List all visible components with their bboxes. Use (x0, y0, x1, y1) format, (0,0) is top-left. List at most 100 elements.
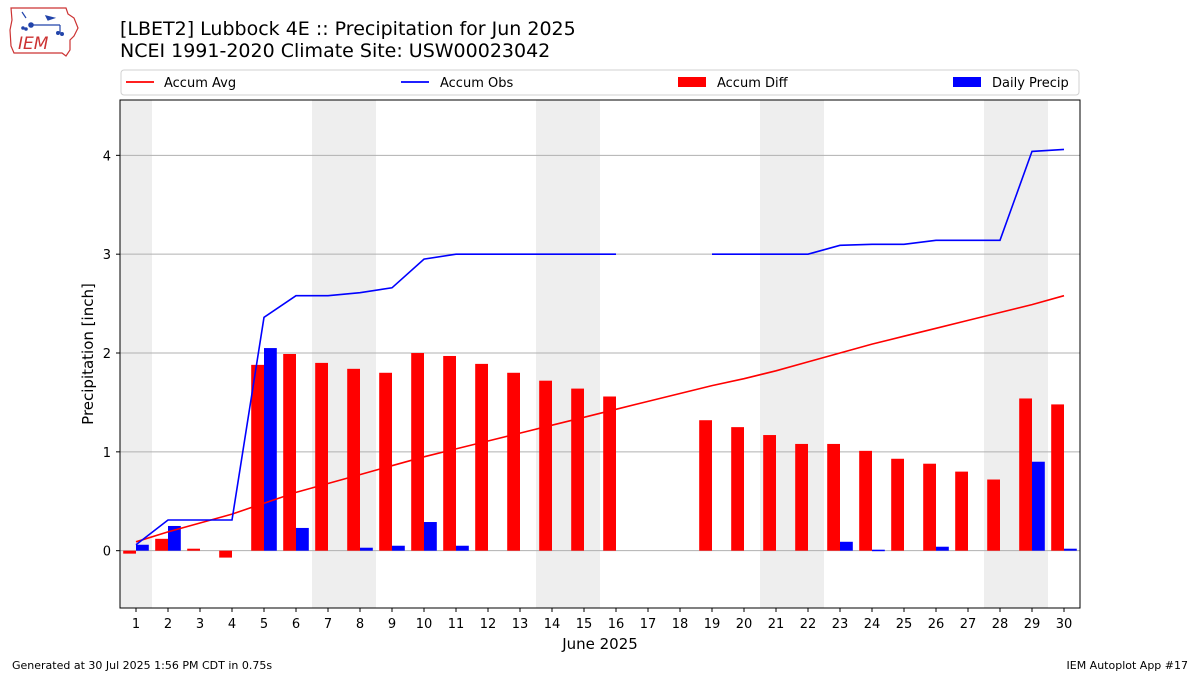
x-tick-label-12: 12 (480, 617, 497, 632)
accum-obs-line-1 (135, 253, 616, 546)
accum-diff-bar-2 (155, 538, 168, 551)
legend-swatch-accum-diff (678, 77, 706, 87)
daily-precip-bar-26 (936, 546, 949, 551)
x-tick-label-28: 28 (992, 617, 1009, 632)
y-axis-label: Precipitation [inch] (79, 283, 97, 425)
y-tick-label-3: 3 (103, 248, 111, 263)
x-tick-label-2: 2 (164, 617, 172, 632)
accum-diff-bar-25 (891, 458, 904, 551)
x-tick-label-27: 27 (960, 617, 977, 632)
accum-avg-line-1 (135, 294, 1065, 543)
weekend-bands (120, 100, 1048, 608)
chart-title: [LBET2] Lubbock 4E :: Precipitation for … (120, 18, 576, 40)
daily-precip-bar-5 (264, 348, 277, 551)
accum-diff-bar-15 (571, 388, 584, 551)
accum-diff-bar-22 (795, 443, 808, 551)
accum-diff-bar-11 (443, 355, 456, 551)
x-tick-label-3: 3 (196, 617, 204, 632)
y-tick-label-1: 1 (103, 446, 111, 461)
legend-label-accum-obs: Accum Obs (440, 76, 513, 91)
x-tick-label-22: 22 (800, 617, 817, 632)
accum-diff-bar-14 (539, 380, 552, 551)
x-tick-label-23: 23 (832, 617, 849, 632)
x-tick-label-26: 26 (928, 617, 945, 632)
y-tick-label-2: 2 (103, 347, 111, 362)
accum-diff-bar-4 (219, 550, 232, 558)
x-tick-label-4: 4 (228, 617, 236, 632)
y-axis: 0 1 2 3 4 (103, 149, 120, 560)
x-tick-label-14: 14 (544, 617, 561, 632)
x-tick-label-7: 7 (324, 617, 332, 632)
daily-precip-bar-11 (456, 545, 469, 551)
x-axis: 1 2 3 4 5 6 7 8 9 10 11 12 13 14 15 16 17 18 19 20 21 22 23 24 2… (132, 608, 1072, 632)
accum-diff-bar-1 (123, 550, 136, 554)
daily-precip-bar-6 (296, 527, 309, 551)
accum-diff-bar-21 (763, 435, 776, 551)
daily-precip-bar-10 (424, 522, 437, 551)
svg-text:IEM: IEM (18, 34, 49, 54)
x-tick-label-13: 13 (512, 617, 529, 632)
accum-diff-bar-13 (507, 372, 520, 551)
legend-label-accum-diff: Accum Diff (717, 76, 789, 91)
plot-frame (119, 99, 1081, 609)
accum-diff-bar-10 (411, 353, 424, 551)
daily-precip-bar-9 (392, 545, 405, 551)
x-tick-label-24: 24 (864, 617, 881, 632)
x-tick-label-15: 15 (576, 617, 593, 632)
legend-box (120, 69, 1080, 96)
x-tick-label-20: 20 (736, 617, 753, 632)
daily-precip-bar-23 (840, 541, 853, 551)
legend-label-daily-precip: Daily Precip (992, 76, 1069, 91)
x-tick-label-10: 10 (416, 617, 433, 632)
accum-diff-bar-30 (1051, 404, 1064, 551)
x-tick-label-17: 17 (640, 617, 657, 632)
daily-precip-bar-30 (1064, 548, 1077, 551)
x-tick-label-8: 8 (356, 617, 364, 632)
x-tick-label-1: 1 (132, 617, 140, 632)
accum-diff-bar-6 (283, 354, 296, 551)
daily-precip-bar-29 (1032, 461, 1045, 551)
accum-diff-bar-27 (955, 471, 968, 551)
accum-diff-bar-12 (475, 363, 488, 551)
accum-diff-bar-20 (731, 427, 744, 551)
accum-diff-bar-24 (859, 450, 872, 551)
x-axis-label: June 2025 (561, 635, 638, 653)
x-tick-label-25: 25 (896, 617, 913, 632)
daily-precip-bar-24 (872, 549, 885, 552)
x-tick-label-5: 5 (260, 617, 268, 632)
generated-note: Generated at 30 Jul 2025 1:56 PM CDT in … (12, 659, 273, 672)
y-tick-label-4: 4 (103, 149, 111, 164)
line-series (135, 148, 1065, 546)
grid-lines (120, 154, 1080, 552)
accum-diff-bar-3 (187, 548, 200, 551)
x-tick-label-9: 9 (388, 617, 396, 632)
x-tick-label-6: 6 (292, 617, 300, 632)
legend-label-accum-avg: Accum Avg (164, 76, 236, 91)
accum-obs-line-2 (712, 148, 1065, 255)
accum-diff-bar-28 (987, 479, 1000, 551)
accum-diff-bar-26 (923, 463, 936, 551)
iem-logo: IEM (9, 7, 79, 57)
chart-subtitle: NCEI 1991-2020 Climate Site: USW00023042 (120, 40, 551, 62)
accum-diff-bar-8 (347, 368, 360, 551)
x-tick-label-30: 30 (1056, 617, 1073, 632)
app-credit: IEM Autoplot App #17 (1066, 659, 1189, 672)
accum-diff-bar-29 (1019, 398, 1032, 551)
x-tick-label-19: 19 (704, 617, 721, 632)
x-tick-label-29: 29 (1024, 617, 1041, 632)
y-tick-label-0: 0 (103, 545, 111, 560)
x-tick-label-16: 16 (608, 617, 625, 632)
accum-diff-bar-16 (603, 396, 616, 551)
accum-diff-bar-19 (699, 420, 712, 551)
daily-precip-bar-8 (360, 547, 373, 551)
daily-precip-bar-2 (168, 525, 181, 551)
x-tick-label-21: 21 (768, 617, 785, 632)
weekend-band-1 (120, 100, 152, 608)
accum-diff-bar-23 (827, 443, 840, 551)
accum-diff-bar-5 (251, 364, 264, 551)
x-tick-label-18: 18 (672, 617, 689, 632)
accum-diff-bar-7 (315, 362, 328, 551)
legend-swatch-daily-precip (953, 77, 981, 87)
x-tick-label-11: 11 (448, 617, 465, 632)
